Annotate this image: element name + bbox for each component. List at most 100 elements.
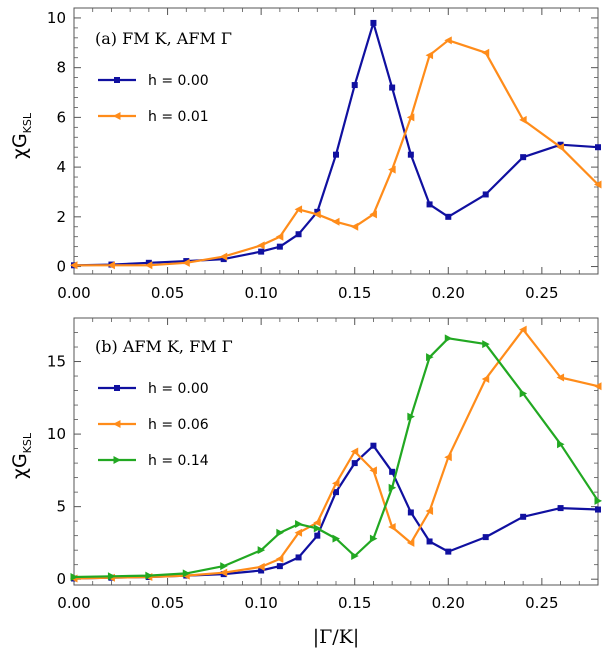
data-point: [444, 453, 452, 462]
legend-marker: [113, 112, 121, 120]
data-point: [350, 222, 359, 231]
panel-label: (a) FM K, AFM Γ: [95, 29, 232, 48]
data-point: [220, 256, 227, 263]
series-line-1: [73, 328, 599, 580]
y-tick-label: 4: [56, 158, 66, 176]
data-point: [481, 48, 490, 57]
data-point: [388, 483, 397, 492]
data-point: [595, 506, 601, 513]
x-tick-label: 0.25: [525, 594, 558, 612]
data-point: [595, 144, 601, 151]
data-point: [425, 51, 434, 60]
data-point: [258, 248, 265, 255]
data-point: [370, 19, 377, 26]
data-point: [389, 84, 396, 91]
data-point: [70, 573, 78, 582]
data-point: [520, 154, 527, 161]
panel-label: (b) AFM K, FM Γ: [95, 337, 233, 356]
data-point: [220, 562, 228, 571]
x-tick-label: 0.20: [432, 594, 465, 612]
data-point: [557, 440, 565, 449]
data-point: [520, 513, 527, 520]
data-point: [275, 554, 284, 563]
data-point: [426, 538, 433, 545]
data-point: [332, 217, 340, 226]
data-point: [313, 210, 321, 219]
data-point: [276, 563, 283, 570]
data-point: [369, 466, 377, 475]
data-point: [557, 141, 564, 148]
x-tick-label: 0.25: [525, 284, 558, 302]
data-point: [444, 334, 453, 343]
data-point: [519, 325, 527, 334]
y-tick-label: 2: [56, 208, 66, 226]
data-point: [182, 569, 191, 578]
data-point: [219, 252, 228, 261]
data-point: [219, 568, 228, 577]
data-point: [594, 180, 602, 189]
data-point: [369, 210, 377, 219]
y-axis-label: χGKSL: [9, 432, 34, 479]
data-point: [594, 382, 602, 391]
legend-marker: [113, 420, 121, 428]
data-point: [350, 447, 359, 456]
data-point: [145, 259, 152, 266]
y-tick-label: 0: [56, 258, 66, 276]
data-point: [333, 151, 339, 158]
y-tick-label: 5: [56, 498, 66, 516]
data-point: [351, 460, 358, 467]
data-point: [313, 518, 321, 527]
series-line-1: [74, 39, 599, 267]
data-point: [407, 151, 414, 158]
series-line-0: [73, 21, 599, 267]
data-point: [107, 572, 116, 581]
data-point: [295, 520, 303, 529]
data-point: [519, 115, 527, 124]
data-point: [294, 205, 303, 214]
x-tick-label: 0.10: [244, 594, 277, 612]
data-point: [314, 532, 321, 539]
data-point: [556, 373, 565, 382]
data-point: [333, 489, 339, 496]
legend-label: h = 0.00: [148, 381, 209, 397]
data-point: [295, 231, 302, 238]
data-point: [482, 340, 490, 349]
y-tick-label: 10: [47, 425, 66, 443]
legend-label: h = 0.14: [148, 453, 209, 469]
legend-marker: [113, 456, 121, 464]
data-point: [275, 232, 284, 241]
data-point: [294, 528, 303, 537]
data-point: [482, 191, 489, 198]
data-point: [257, 546, 266, 555]
plot-frame: [73, 317, 599, 586]
data-point: [407, 509, 414, 516]
data-point: [144, 261, 153, 270]
data-point: [481, 374, 490, 383]
x-tick-label: 0.05: [151, 284, 184, 302]
y-tick-label: 10: [47, 9, 66, 27]
data-point: [425, 506, 434, 515]
y-tick-label: 0: [56, 570, 66, 588]
data-point: [276, 528, 284, 537]
data-point: [314, 208, 321, 215]
data-point: [445, 548, 452, 555]
data-point: [258, 567, 265, 574]
data-point: [313, 524, 322, 533]
data-point: [557, 505, 564, 512]
data-point: [407, 412, 415, 421]
x-tick-label: 0.10: [244, 284, 277, 302]
y-tick-label: 15: [47, 353, 66, 371]
data-point: [332, 534, 340, 543]
x-tick-label: 0.15: [338, 594, 371, 612]
x-tick-label: 0.00: [57, 594, 90, 612]
y-axis-label-subscript: KSL: [21, 112, 34, 133]
legend-label: h = 0.00: [148, 73, 209, 89]
data-point: [389, 468, 396, 475]
data-point: [594, 496, 602, 505]
data-point: [370, 442, 377, 449]
y-axis-label-main: χG: [9, 453, 31, 479]
y-axis-label: χGKSL: [9, 112, 34, 159]
panel-a: 0.00 0.05 0.10 0.15 0.20 0.25 0 2 4 6 8 10 χGKSL (a) …: [9, 7, 602, 302]
x-tick-label: 0.15: [338, 284, 371, 302]
data-point: [406, 113, 415, 122]
